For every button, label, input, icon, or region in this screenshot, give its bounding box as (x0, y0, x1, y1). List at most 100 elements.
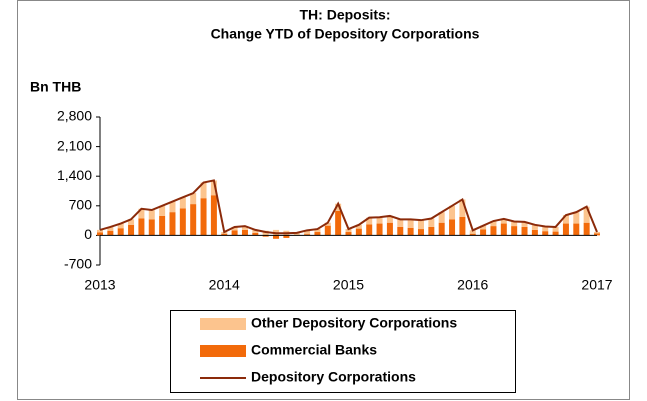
bar (324, 222, 331, 226)
bar (376, 223, 383, 236)
x-tick-label: 2017 (581, 277, 612, 293)
bar (107, 230, 114, 236)
legend-swatch (200, 318, 246, 330)
bar (594, 232, 600, 234)
bar (159, 215, 166, 236)
bar (169, 201, 176, 213)
bar (552, 226, 559, 232)
bar (314, 229, 321, 233)
bar (366, 224, 373, 236)
bar (231, 230, 238, 236)
bar (449, 205, 456, 220)
legend-label: Depository Corporations (251, 369, 416, 385)
bar (241, 229, 248, 236)
bar (355, 224, 362, 229)
bar (324, 225, 331, 236)
bar (490, 226, 497, 236)
bar (583, 222, 590, 236)
bar (273, 235, 280, 239)
bar (449, 219, 456, 236)
bar (500, 223, 507, 236)
bar (511, 221, 518, 227)
bar (397, 219, 404, 227)
bar (500, 218, 507, 224)
bar (241, 226, 248, 230)
bar (128, 224, 135, 236)
bar (293, 232, 300, 236)
bar (200, 182, 207, 199)
bar (179, 208, 186, 236)
bar (200, 198, 207, 236)
bar (469, 233, 476, 236)
x-tick-label: 2015 (333, 277, 364, 293)
chart-title: TH: Deposits: (300, 7, 391, 23)
bar (428, 226, 435, 236)
bar (562, 215, 569, 224)
x-tick-label: 2016 (457, 277, 488, 293)
bar (542, 226, 549, 232)
bar (428, 218, 435, 227)
bar (407, 227, 414, 236)
bar (417, 229, 424, 236)
bar (252, 229, 259, 233)
bar (542, 231, 549, 236)
bar (97, 232, 103, 236)
y-tick-label: 0 (84, 226, 92, 242)
bar (262, 235, 269, 237)
y-tick-label: 2,800 (57, 108, 92, 124)
bar (521, 226, 528, 236)
bar (169, 212, 176, 236)
bar (345, 229, 352, 233)
bar (179, 197, 186, 209)
bar (511, 226, 518, 236)
bar (148, 210, 155, 220)
bar (210, 180, 217, 196)
bar (117, 228, 124, 236)
y-tick-label: 700 (69, 197, 93, 213)
bar (304, 234, 311, 236)
chart-title: Change YTD of Depository Corporations (211, 26, 480, 42)
bar (376, 217, 383, 224)
y-axis-label: Bn THB (30, 79, 81, 95)
bar (190, 204, 197, 236)
bar (283, 235, 290, 238)
bar (138, 208, 145, 219)
bar (117, 223, 124, 229)
bar (438, 222, 445, 236)
bar (335, 203, 342, 211)
bar (480, 229, 487, 236)
bar (252, 232, 259, 236)
bar (355, 228, 362, 236)
bar (366, 217, 373, 225)
bar (417, 220, 424, 230)
bar (573, 212, 580, 224)
bar (521, 221, 528, 227)
bar (304, 230, 311, 235)
y-tick-label: 2,100 (57, 137, 92, 153)
legend-label: Other Depository Corporations (251, 315, 457, 331)
bar (107, 226, 114, 231)
bar (573, 223, 580, 236)
bar (210, 195, 217, 236)
bar (531, 229, 538, 236)
bar (138, 218, 145, 236)
bar (262, 230, 269, 236)
y-tick-label: 1,400 (57, 167, 92, 183)
bar (490, 221, 497, 227)
bar (397, 226, 404, 236)
bar (231, 226, 238, 231)
bar (562, 223, 569, 236)
bar (480, 225, 487, 230)
bar (221, 233, 228, 236)
bar (335, 210, 342, 236)
bar (314, 232, 321, 236)
bar (459, 199, 466, 217)
legend-label: Commercial Banks (251, 342, 377, 358)
bar (190, 193, 197, 205)
y-tick-label: -700 (64, 256, 92, 272)
line (99, 179, 598, 235)
bar (469, 230, 476, 234)
legend-swatch (200, 345, 246, 357)
bar (438, 212, 445, 223)
